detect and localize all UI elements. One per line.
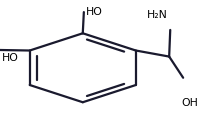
Text: HO: HO bbox=[2, 53, 19, 63]
Text: HO: HO bbox=[86, 7, 103, 17]
Text: H₂N: H₂N bbox=[147, 10, 168, 19]
Text: OH: OH bbox=[182, 98, 198, 108]
